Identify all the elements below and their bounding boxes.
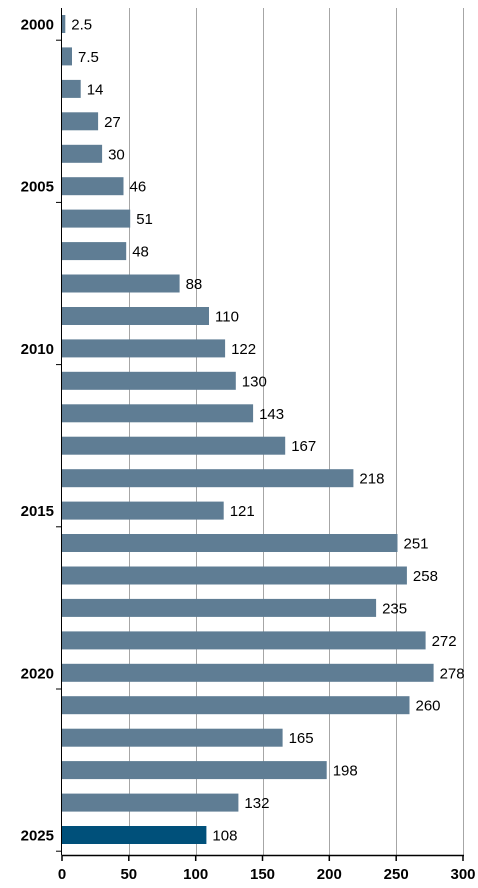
value-label-2021: 260 — [416, 698, 441, 715]
bar-2014 — [62, 469, 354, 488]
value-label-2008: 88 — [186, 276, 203, 293]
x-tick-label-250: 250 — [384, 866, 409, 883]
bar-2002 — [62, 79, 81, 98]
value-label-2001: 7.5 — [78, 49, 99, 66]
value-label-2006: 51 — [136, 211, 153, 228]
bar-2005 — [62, 177, 124, 196]
value-label-2015: 121 — [230, 503, 255, 520]
value-label-2010: 122 — [231, 341, 256, 358]
value-label-2020: 278 — [440, 665, 465, 682]
value-label-2019: 272 — [432, 633, 457, 650]
y-tick-label-2005: 2005 — [21, 179, 54, 196]
value-label-2011: 130 — [242, 373, 267, 390]
bar-2022 — [62, 728, 283, 747]
bar-2015 — [62, 501, 224, 520]
bar-2010 — [62, 339, 226, 358]
bar-2000 — [62, 15, 66, 33]
y-tick-label-2020: 2020 — [21, 665, 54, 682]
bar-2001 — [62, 47, 72, 66]
value-label-2002: 14 — [87, 81, 104, 98]
bar-2016 — [62, 534, 398, 552]
bar-2003 — [62, 112, 99, 131]
value-label-2014: 218 — [359, 471, 384, 488]
y-tick-label-2015: 2015 — [21, 503, 54, 520]
value-label-2017: 258 — [413, 568, 438, 585]
value-label-2003: 27 — [104, 114, 121, 131]
bar-2008 — [62, 274, 180, 293]
x-tick-label-0: 0 — [58, 866, 66, 883]
bar-2009 — [62, 307, 209, 325]
bar-2017 — [62, 566, 407, 585]
bar-2006 — [62, 209, 131, 228]
value-label-2012: 143 — [259, 406, 284, 423]
value-label-2009: 110 — [215, 309, 239, 326]
y-tick-label-2010: 2010 — [21, 341, 54, 358]
bar-2018 — [62, 598, 377, 617]
value-label-2016: 251 — [404, 536, 429, 553]
x-tick-label-200: 200 — [317, 866, 342, 883]
value-label-2000: 2.5 — [71, 17, 92, 34]
bar-2013 — [62, 436, 286, 455]
x-tick-label-300: 300 — [450, 866, 475, 883]
bar-2025 — [62, 826, 207, 844]
value-label-2007: 48 — [132, 244, 149, 261]
axes: 0 50 100 150 200 250 300 2000 2005 2010 2015 2020 20… — [21, 8, 476, 883]
value-label-2023: 198 — [333, 763, 358, 780]
bar-2012 — [62, 404, 254, 423]
grid-lines — [129, 8, 464, 855]
value-label-2018: 235 — [382, 600, 407, 617]
bar-2023 — [62, 761, 327, 780]
value-label-2004: 30 — [108, 146, 125, 163]
bar-2007 — [62, 242, 127, 261]
value-label-2022: 165 — [289, 730, 314, 747]
value-label-2024: 132 — [244, 795, 269, 812]
value-label-2013: 167 — [291, 438, 316, 455]
value-label-2005: 46 — [130, 179, 147, 196]
x-tick-label-150: 150 — [250, 866, 275, 883]
bar-2021 — [62, 696, 410, 715]
y-tick-label-2025: 2025 — [21, 828, 54, 845]
x-tick-label-50: 50 — [120, 866, 137, 883]
bar-2019 — [62, 631, 426, 650]
bar-2004 — [62, 144, 103, 163]
bar-2024 — [62, 793, 239, 812]
y-tick-label-2000: 2000 — [21, 17, 54, 34]
value-label-2025: 108 — [212, 828, 237, 845]
bar-2020 — [62, 663, 434, 682]
x-tick-label-100: 100 — [183, 866, 208, 883]
bars — [62, 15, 434, 844]
bar-2011 — [62, 371, 236, 390]
